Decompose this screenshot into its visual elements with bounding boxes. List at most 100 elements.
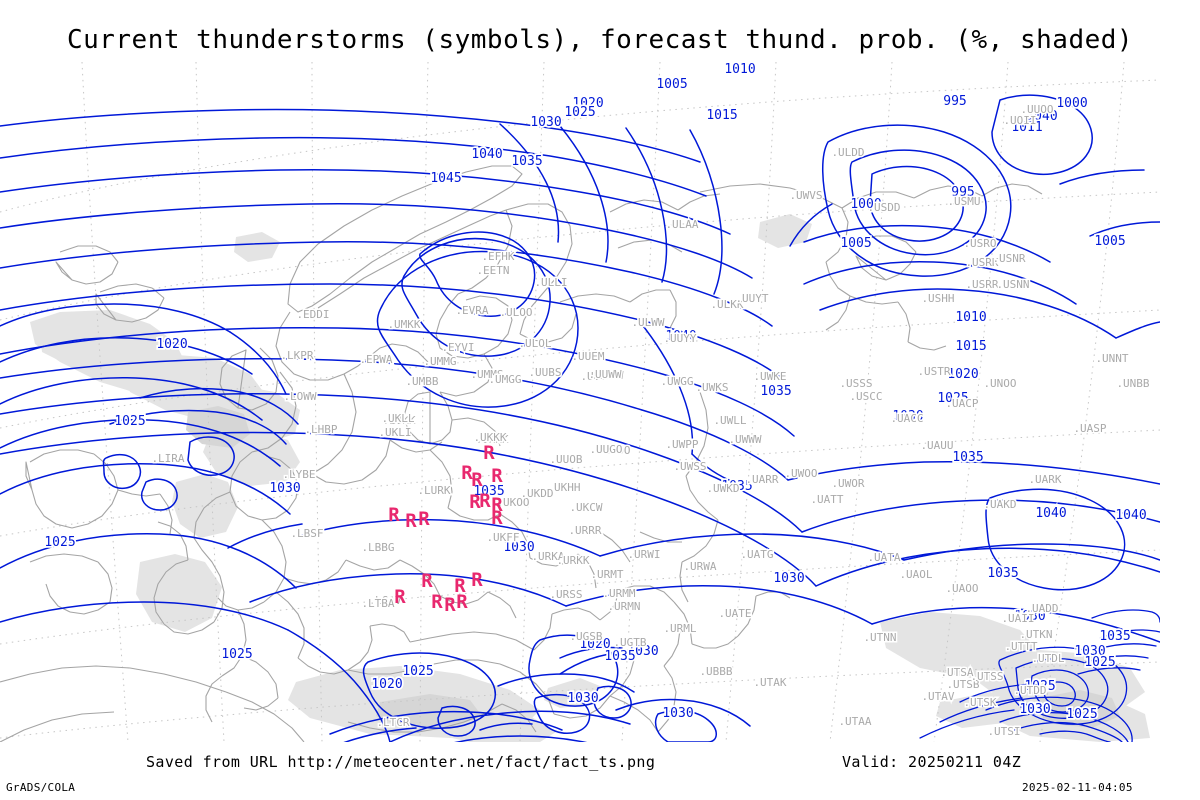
station-label-halo: .UUGO bbox=[589, 443, 622, 456]
station-label-halo: .UNBB bbox=[1116, 377, 1149, 390]
station-label: .UWOO bbox=[784, 467, 817, 480]
station-label: .UTTT bbox=[1004, 640, 1037, 653]
station-label-halo: .UARK bbox=[1028, 473, 1061, 486]
station-label-halo: .UTDD bbox=[1013, 684, 1046, 697]
isobar-label: 1005 bbox=[656, 77, 687, 92]
thunderstorm-symbol: R bbox=[405, 510, 417, 532]
station-label: .UAII bbox=[1001, 612, 1034, 625]
station-label: .UUOB bbox=[549, 453, 582, 466]
station-label: .UWPP bbox=[665, 438, 698, 451]
isobar-label-halo: 1040 bbox=[1026, 109, 1057, 124]
station-label: .EFHK bbox=[481, 250, 514, 263]
station-label: .UMMS bbox=[470, 368, 503, 381]
isobar-label-halo: 1035 bbox=[473, 484, 504, 499]
station-label-halo: .UOII bbox=[1003, 114, 1036, 127]
station-label: .EVRA bbox=[455, 304, 488, 317]
station-label: .UKKK bbox=[473, 431, 506, 444]
station-label-halo: .UTAA bbox=[838, 715, 871, 728]
isobar-label: 1030 bbox=[1019, 702, 1050, 717]
station-label: .UKLL bbox=[381, 412, 414, 425]
station-label: .UACC bbox=[890, 412, 923, 425]
thunderstorm-glyph: R bbox=[491, 494, 503, 516]
isobar-label: 1030 bbox=[503, 540, 534, 555]
station-label: .ULDD bbox=[831, 146, 864, 159]
isobar-label: 1025 bbox=[114, 414, 145, 429]
station-label: .UWVS bbox=[789, 189, 822, 202]
isobar-label-halo: 1020 bbox=[572, 96, 603, 111]
station-label: .UASP bbox=[1073, 422, 1106, 435]
coastlines-and-borders bbox=[0, 165, 1043, 742]
isobar-label-halo: 1035 bbox=[952, 450, 983, 465]
thunderstorm-symbol: R bbox=[421, 570, 433, 592]
station-label-halo: .USCC bbox=[849, 390, 882, 403]
station-label-halo: .UMMG bbox=[423, 355, 456, 368]
station-label: .USNN bbox=[996, 278, 1029, 291]
station-label-halo: .UNNT bbox=[1095, 352, 1128, 365]
station-label: .UMKK bbox=[387, 318, 420, 331]
isobar-label: 995 bbox=[943, 94, 966, 109]
station-label: .UKOO bbox=[496, 496, 529, 509]
thunderstorm-glyph: R bbox=[418, 508, 430, 530]
thunderstorm-glyph: R bbox=[456, 591, 468, 613]
station-label-halo: .UAOL bbox=[899, 568, 932, 581]
thunderstorm-glyph: R bbox=[461, 462, 473, 484]
station-label-halo: .LBBG bbox=[361, 541, 394, 554]
weather-map-canvas[interactable]: 1005 1005 1010 1010 1020 1020 1025 1025 1030 1030… bbox=[0, 62, 1160, 742]
station-label: .LURK bbox=[417, 484, 450, 497]
isobar-label-halo: 1025 bbox=[564, 105, 595, 120]
station-label: .UUOO bbox=[597, 444, 630, 457]
isobar-label: 1015 bbox=[706, 108, 737, 123]
isobar-label-halo: 1035 bbox=[511, 154, 542, 169]
station-label: .UAKD bbox=[983, 498, 1016, 511]
station-label: .UTSS bbox=[970, 670, 1003, 683]
station-label: .LYBE bbox=[282, 468, 315, 481]
station-label: .USMU bbox=[947, 195, 980, 208]
thunderstorm-symbol: R bbox=[394, 586, 406, 608]
isobar-label-halo: 1030 bbox=[1074, 644, 1105, 659]
graticule bbox=[0, 62, 1160, 742]
thunderstorm-symbol: R bbox=[491, 494, 503, 516]
thunderstorm-glyph: R bbox=[431, 591, 443, 613]
station-label-halo: .EDDI bbox=[296, 308, 329, 321]
station-label: .LKPR bbox=[280, 349, 313, 362]
isobar-label: 1035 bbox=[952, 450, 983, 465]
thunderstorm-symbol: R bbox=[461, 462, 473, 484]
thunderstorm-glyph: R bbox=[421, 570, 433, 592]
station-label-halo: .UAKD bbox=[983, 498, 1016, 511]
station-label-halo: .UWLL bbox=[713, 414, 746, 427]
isobar-label: 1005 bbox=[840, 236, 871, 251]
station-label-halo: .LUKK bbox=[382, 414, 415, 427]
station-label: .UTAK bbox=[753, 676, 786, 689]
station-label: .ULKK bbox=[710, 298, 743, 311]
station-label: .URWI bbox=[627, 548, 660, 561]
station-label-halo: .UAII bbox=[1001, 612, 1034, 625]
isobar-label-halo: 1030 bbox=[1019, 702, 1050, 717]
station-label: .UARR bbox=[745, 473, 778, 486]
station-label: .URWA bbox=[683, 560, 716, 573]
isobar-label-halo: 1040 bbox=[665, 329, 696, 344]
station-label: .USRR bbox=[965, 278, 998, 291]
station-label: .UMBB bbox=[404, 375, 437, 388]
station-label-halo: .USTR bbox=[917, 365, 950, 378]
isobar-label: 1025 bbox=[1024, 679, 1055, 694]
isobar-label-halo: 1030 bbox=[892, 409, 923, 424]
station-label-halo: .ULOL bbox=[518, 337, 551, 350]
station-label-halo: .UUOO bbox=[597, 444, 630, 457]
station-label: .LUKK bbox=[382, 414, 415, 427]
thunderstorm-symbol: R bbox=[471, 469, 483, 491]
thunderstorm-symbol: R bbox=[456, 591, 468, 613]
station-label: .LTCR bbox=[376, 716, 409, 729]
generation-timestamp: 2025-02-11-04:05 bbox=[1022, 781, 1133, 794]
station-label-halo: .ULLI bbox=[534, 276, 567, 289]
station-label-halo: .UATT bbox=[810, 493, 843, 506]
station-label-halo: .UASP bbox=[1073, 422, 1106, 435]
station-label-halo: .USRK bbox=[965, 256, 998, 269]
station-label-halo: .UTAV bbox=[921, 690, 954, 703]
station-label-halo: .UUOO bbox=[1020, 103, 1053, 116]
isobar-label-halo: 1030 bbox=[567, 691, 598, 706]
station-label-halo: .UUOB bbox=[549, 453, 582, 466]
isobar-label: 1025 bbox=[1084, 655, 1115, 670]
station-label: .UOII bbox=[1003, 114, 1036, 127]
thunderstorm-symbols: RRR RRR RRR R RR R RR R R R bbox=[388, 442, 503, 616]
station-label-halo: .UKLI bbox=[378, 426, 411, 439]
